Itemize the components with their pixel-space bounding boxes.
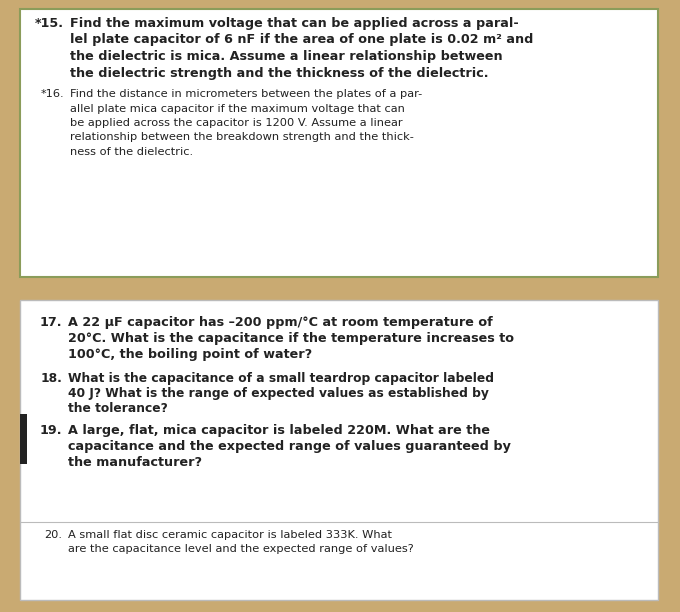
Text: *15.: *15. xyxy=(35,17,64,30)
Text: allel plate mica capacitor if the maximum voltage that can: allel plate mica capacitor if the maximu… xyxy=(70,103,405,113)
Text: the manufacturer?: the manufacturer? xyxy=(68,456,202,469)
Text: 17.: 17. xyxy=(39,316,62,329)
Text: the dielectric strength and the thickness of the dielectric.: the dielectric strength and the thicknes… xyxy=(70,67,488,80)
Text: *16.: *16. xyxy=(40,89,64,99)
Text: 20°C. What is the capacitance if the temperature increases to: 20°C. What is the capacitance if the tem… xyxy=(68,332,514,345)
Text: relationship between the breakdown strength and the thick-: relationship between the breakdown stren… xyxy=(70,133,414,143)
Text: 20.: 20. xyxy=(44,530,62,540)
FancyBboxPatch shape xyxy=(20,300,658,600)
Text: lel plate capacitor of 6 nF if the area of one plate is 0.02 m² and: lel plate capacitor of 6 nF if the area … xyxy=(70,34,533,47)
Text: the dielectric is mica. Assume a linear relationship between: the dielectric is mica. Assume a linear … xyxy=(70,50,503,63)
Text: What is the capacitance of a small teardrop capacitor labeled: What is the capacitance of a small teard… xyxy=(68,372,494,385)
Text: are the capacitance level and the expected range of values?: are the capacitance level and the expect… xyxy=(68,544,413,554)
Text: 18.: 18. xyxy=(40,372,62,385)
Bar xyxy=(20,414,27,464)
Text: 19.: 19. xyxy=(39,424,62,437)
Text: A 22 μF capacitor has –200 ppm/°C at room temperature of: A 22 μF capacitor has –200 ppm/°C at roo… xyxy=(68,316,493,329)
Text: 100°C, the boiling point of water?: 100°C, the boiling point of water? xyxy=(68,348,312,361)
Text: 40 J? What is the range of expected values as established by: 40 J? What is the range of expected valu… xyxy=(68,387,489,400)
Text: ness of the dielectric.: ness of the dielectric. xyxy=(70,147,193,157)
Text: A small flat disc ceramic capacitor is labeled 333K. What: A small flat disc ceramic capacitor is l… xyxy=(68,530,392,540)
Text: be applied across the capacitor is 1200 V. Assume a linear: be applied across the capacitor is 1200 … xyxy=(70,118,403,128)
Text: Find the distance in micrometers between the plates of a par-: Find the distance in micrometers between… xyxy=(70,89,422,99)
Text: A large, flat, mica capacitor is labeled 220M. What are the: A large, flat, mica capacitor is labeled… xyxy=(68,424,490,437)
FancyBboxPatch shape xyxy=(20,9,658,277)
Text: the tolerance?: the tolerance? xyxy=(68,402,168,415)
Text: Find the maximum voltage that can be applied across a paral-: Find the maximum voltage that can be app… xyxy=(70,17,519,30)
Text: capacitance and the expected range of values guaranteed by: capacitance and the expected range of va… xyxy=(68,440,511,453)
